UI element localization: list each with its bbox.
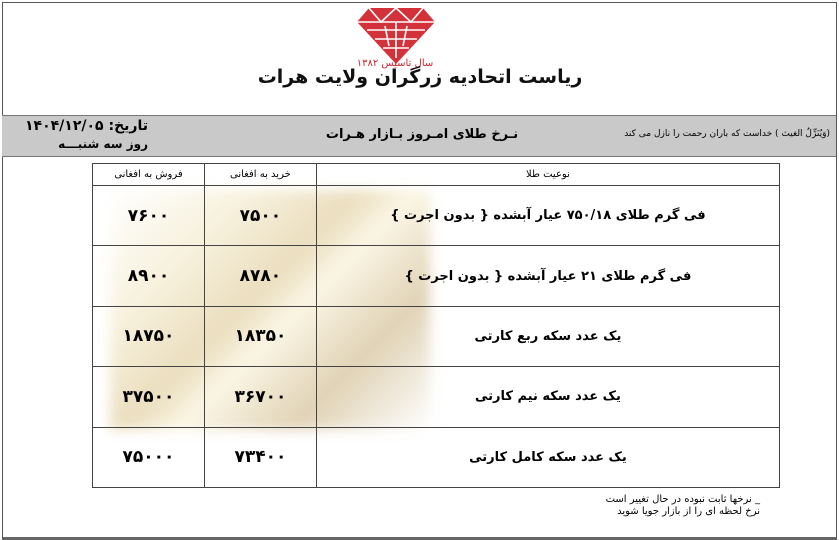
- info-band: تاریخ: ۱۴۰۴/۱۲/۰۵ روز سه شنبـــه نـرخ طل…: [2, 115, 836, 157]
- buy-price: ۷۳۴۰۰: [203, 426, 317, 489]
- table-header: نوعیت طلا خرید به افغانی فروش به افغانی: [92, 163, 781, 186]
- diamond-logo: [357, 6, 435, 64]
- table-row: یک عدد سکه ربع کارتی ۱۸۳۵۰ ۱۸۷۵۰: [92, 305, 781, 368]
- sell-price: ۷۵۰۰۰: [92, 426, 205, 489]
- buy-price: ۷۵۰۰: [203, 184, 317, 247]
- note: _ نرخها ثابت نبوده در حال تغییر است: [605, 494, 760, 505]
- table-row: یک عدد سکه نیم کارتی ۳۶۷۰۰ ۳۷۵۰۰: [92, 366, 781, 428]
- sell-price: ۳۷۵۰۰: [92, 366, 205, 428]
- header-buy: خرید به افغانی: [203, 163, 317, 186]
- rates-title: نـرخ طلای امـروز بـازار هـرات: [325, 127, 519, 142]
- founded-year: سال تاسیس ۱۳۸۲: [356, 58, 434, 69]
- page-title: ریاست اتحادیه زرگران ولایت هرات: [257, 66, 583, 88]
- gold-price-table: نوعیت طلا خرید به افغانی فروش به افغانی …: [92, 163, 781, 489]
- header-type: نوعیت طلا: [315, 163, 781, 186]
- gold-type: فی گرم طلای ۷۵۰/۱۸ عیار آبشده { بدون اجر…: [315, 184, 781, 247]
- note: نرخ لحظه ای را از بازار جویا شوید: [617, 506, 760, 517]
- header-sell: فروش به افغانی: [92, 163, 205, 186]
- gold-type: یک عدد سکه ربع کارتی: [315, 305, 781, 368]
- table-row: یک عدد سکه کامل کارتی ۷۳۴۰۰ ۷۵۰۰۰: [92, 426, 781, 489]
- buy-price: ۳۶۷۰۰: [203, 366, 317, 428]
- gold-type: فی گرم طلای ۲۱ عیار آبشده { بدون اجرت }: [315, 245, 781, 307]
- weekday: روز سه شنبـــه: [58, 137, 148, 151]
- buy-price: ۸۷۸۰: [203, 245, 317, 307]
- sell-price: ۸۹۰۰: [92, 245, 205, 307]
- date: تاریخ: ۱۴۰۴/۱۲/۰۵: [25, 118, 148, 134]
- gold-type: یک عدد سکه کامل کارتی: [315, 426, 781, 489]
- buy-price: ۱۸۳۵۰: [203, 305, 317, 368]
- footnotes: _ نرخها ثابت نبوده در حال تغییر است نرخ …: [580, 494, 760, 518]
- sell-price: ۱۸۷۵۰: [92, 305, 205, 368]
- verse: (وَيُنَزِّلُ الغيث ) خداست كه باران رحمت…: [624, 129, 830, 139]
- table-row: فی گرم طلای ۷۵۰/۱۸ عیار آبشده { بدون اجر…: [92, 184, 781, 247]
- gold-type: یک عدد سکه نیم کارتی: [315, 366, 781, 428]
- sell-price: ۷۶۰۰: [92, 184, 205, 247]
- table-row: فی گرم طلای ۲۱ عیار آبشده { بدون اجرت } …: [92, 245, 781, 307]
